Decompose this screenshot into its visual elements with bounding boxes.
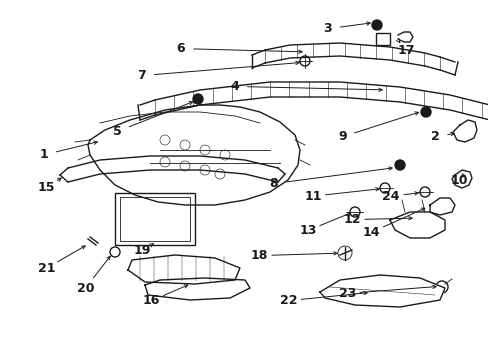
Polygon shape xyxy=(128,255,240,284)
Text: 17: 17 xyxy=(396,44,414,57)
Text: 19: 19 xyxy=(133,244,150,257)
Bar xyxy=(375,33,389,45)
Text: 5: 5 xyxy=(113,125,122,138)
Text: 22: 22 xyxy=(279,294,297,307)
Text: 6: 6 xyxy=(176,42,185,55)
Bar xyxy=(115,193,195,245)
Text: 12: 12 xyxy=(343,213,360,226)
Text: 20: 20 xyxy=(77,282,94,294)
Circle shape xyxy=(371,20,381,30)
Text: 3: 3 xyxy=(323,22,331,35)
Text: 23: 23 xyxy=(338,287,355,300)
Text: 11: 11 xyxy=(304,190,321,203)
Text: 9: 9 xyxy=(337,130,346,143)
Text: 8: 8 xyxy=(269,177,278,190)
Text: 21: 21 xyxy=(38,262,55,275)
Bar xyxy=(120,197,190,241)
Text: 10: 10 xyxy=(450,174,468,186)
Text: 7: 7 xyxy=(137,69,146,82)
Text: 4: 4 xyxy=(230,80,239,93)
Circle shape xyxy=(394,160,404,170)
Text: 24: 24 xyxy=(382,190,399,203)
Text: 14: 14 xyxy=(362,226,380,239)
Polygon shape xyxy=(319,275,444,307)
Text: 1: 1 xyxy=(40,148,48,161)
Text: 2: 2 xyxy=(430,130,439,143)
Circle shape xyxy=(420,107,430,117)
Polygon shape xyxy=(145,278,249,300)
Text: 16: 16 xyxy=(142,294,160,307)
Text: 18: 18 xyxy=(250,249,267,262)
Text: 13: 13 xyxy=(299,224,316,237)
Circle shape xyxy=(193,94,203,104)
Text: 15: 15 xyxy=(38,181,55,194)
